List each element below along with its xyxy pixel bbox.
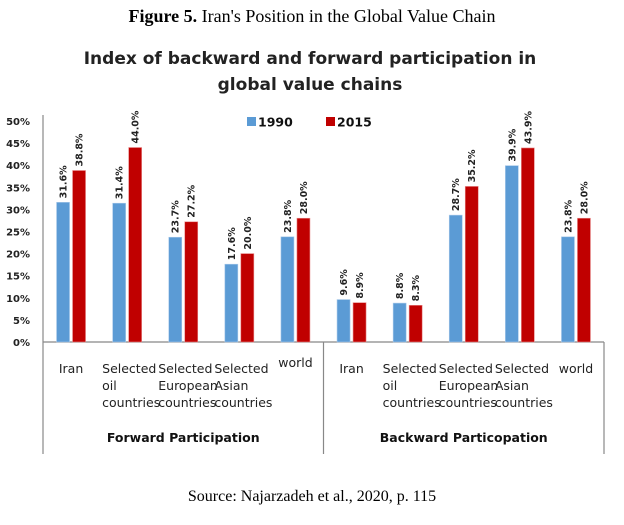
legend-label: 2015: [337, 115, 372, 130]
chart-title-line-1: Index of backward and forward participat…: [83, 49, 537, 69]
data-label: 8.9%: [355, 272, 366, 299]
data-label: 28.0%: [579, 181, 590, 214]
data-label: 28.7%: [451, 178, 462, 211]
bar-1990: [168, 236, 183, 343]
y-tick-label: 30%: [6, 205, 30, 216]
data-label: 23.7%: [171, 200, 182, 233]
bar-2015: [240, 253, 255, 343]
bar-1990: [56, 202, 70, 343]
bar-1990: [392, 302, 407, 343]
figure-caption-text: Iran's Position in the Global Value Chai…: [197, 6, 496, 26]
y-tick-label: 45%: [6, 139, 30, 150]
y-tick-label: 10%: [6, 294, 30, 305]
data-label: 44.0%: [131, 110, 142, 143]
category-label: Iran: [59, 361, 83, 376]
bar-2015: [352, 302, 367, 343]
bar-1990: [336, 299, 351, 343]
bar-2015: [296, 217, 311, 343]
category-label: countries: [102, 395, 160, 410]
source-note: Source: Najarzadeh et al., 2020, p. 115: [187, 488, 437, 505]
bar-1990: [448, 214, 463, 343]
y-tick-label: 0%: [13, 338, 30, 349]
category-label: world: [278, 355, 312, 370]
category-label: Iran: [339, 361, 363, 376]
category-label: Selected: [439, 361, 493, 376]
data-label: 31.4%: [115, 166, 126, 199]
data-label: 35.2%: [467, 149, 478, 182]
category-label: European: [439, 378, 499, 393]
category-label: countries: [383, 395, 441, 410]
category-label: countries: [158, 395, 216, 410]
bar-1990: [505, 165, 519, 343]
bar-2015: [128, 147, 142, 343]
figure-caption-label: Figure 5.: [128, 6, 198, 26]
data-label: 20.0%: [243, 216, 254, 249]
data-label: 39.9%: [507, 128, 518, 161]
category-label: world: [559, 361, 593, 376]
group-label: Forward Participation: [107, 430, 260, 445]
y-tick-label: 50%: [6, 117, 30, 128]
bar-2015: [521, 147, 535, 343]
data-label: 28.0%: [299, 181, 310, 214]
y-tick-label: 40%: [6, 161, 30, 172]
category-label: Asian: [495, 378, 529, 393]
category-label: European: [158, 378, 218, 393]
bar-1990: [561, 236, 575, 343]
bar-2015: [72, 170, 86, 343]
category-label: Selected: [383, 361, 437, 376]
category-label: Selected: [102, 361, 156, 376]
data-label: 9.6%: [339, 269, 350, 296]
y-tick-label: 25%: [6, 228, 30, 239]
chart-title: Index of backward and forward participat…: [40, 46, 580, 98]
category-label: oil: [383, 378, 398, 393]
category-label: Selected: [214, 361, 268, 376]
bar-2015: [577, 217, 591, 343]
figure-caption: Figure 5. Iran's Position in the Global …: [0, 6, 624, 27]
group-label: Backward Particopation: [380, 430, 548, 445]
data-label: 23.8%: [283, 199, 294, 232]
chart-title-line-2: global value chains: [217, 75, 403, 95]
category-label: Asian: [214, 378, 248, 393]
data-label: 38.8%: [75, 133, 86, 166]
data-label: 31.6%: [59, 165, 70, 198]
y-tick-label: 20%: [6, 250, 30, 261]
data-label: 23.8%: [563, 199, 574, 232]
category-label: countries: [495, 395, 553, 410]
category-label: countries: [439, 395, 497, 410]
y-tick-label: 15%: [6, 272, 30, 283]
category-label: Selected: [495, 361, 549, 376]
data-label: 43.9%: [523, 111, 534, 144]
bar-1990: [280, 236, 295, 343]
category-label: countries: [214, 395, 272, 410]
data-label: 27.2%: [187, 184, 198, 217]
bar-2015: [464, 186, 479, 343]
data-label: 8.3%: [411, 274, 422, 301]
bar-1990: [224, 263, 239, 343]
data-label: 8.8%: [395, 272, 406, 299]
bar-2015: [408, 305, 423, 343]
y-tick-label: 35%: [6, 183, 30, 194]
data-label: 17.6%: [227, 227, 238, 260]
legend-label: 1990: [258, 115, 293, 130]
bar-1990: [112, 202, 126, 343]
y-tick-label: 5%: [13, 316, 30, 327]
bar-2015: [184, 221, 199, 343]
category-label: oil: [102, 378, 117, 393]
legend-swatch-2015: [326, 117, 335, 126]
category-label: Selected: [158, 361, 212, 376]
legend-swatch-1990: [247, 117, 256, 126]
